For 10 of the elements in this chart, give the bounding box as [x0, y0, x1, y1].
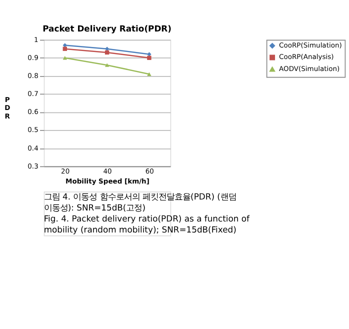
caption: Fig. 4. Packet delivery ratio(PDR) as a function of mobility (random mobility); SNR=15dB(Fixed) [44, 213, 251, 234]
point [104, 50, 110, 55]
point [147, 56, 152, 60]
point [62, 56, 68, 60]
point [62, 46, 68, 51]
point [104, 63, 110, 67]
caption: 그림 4. 이동성 함수로서의 페킷전달효율(PDR) (랜덤 이동성): SNR=15dB(고정) [44, 192, 236, 213]
point [147, 52, 152, 56]
chart-title: Packet Delivery Ratio(PDR) [42, 23, 172, 34]
point [147, 72, 152, 76]
